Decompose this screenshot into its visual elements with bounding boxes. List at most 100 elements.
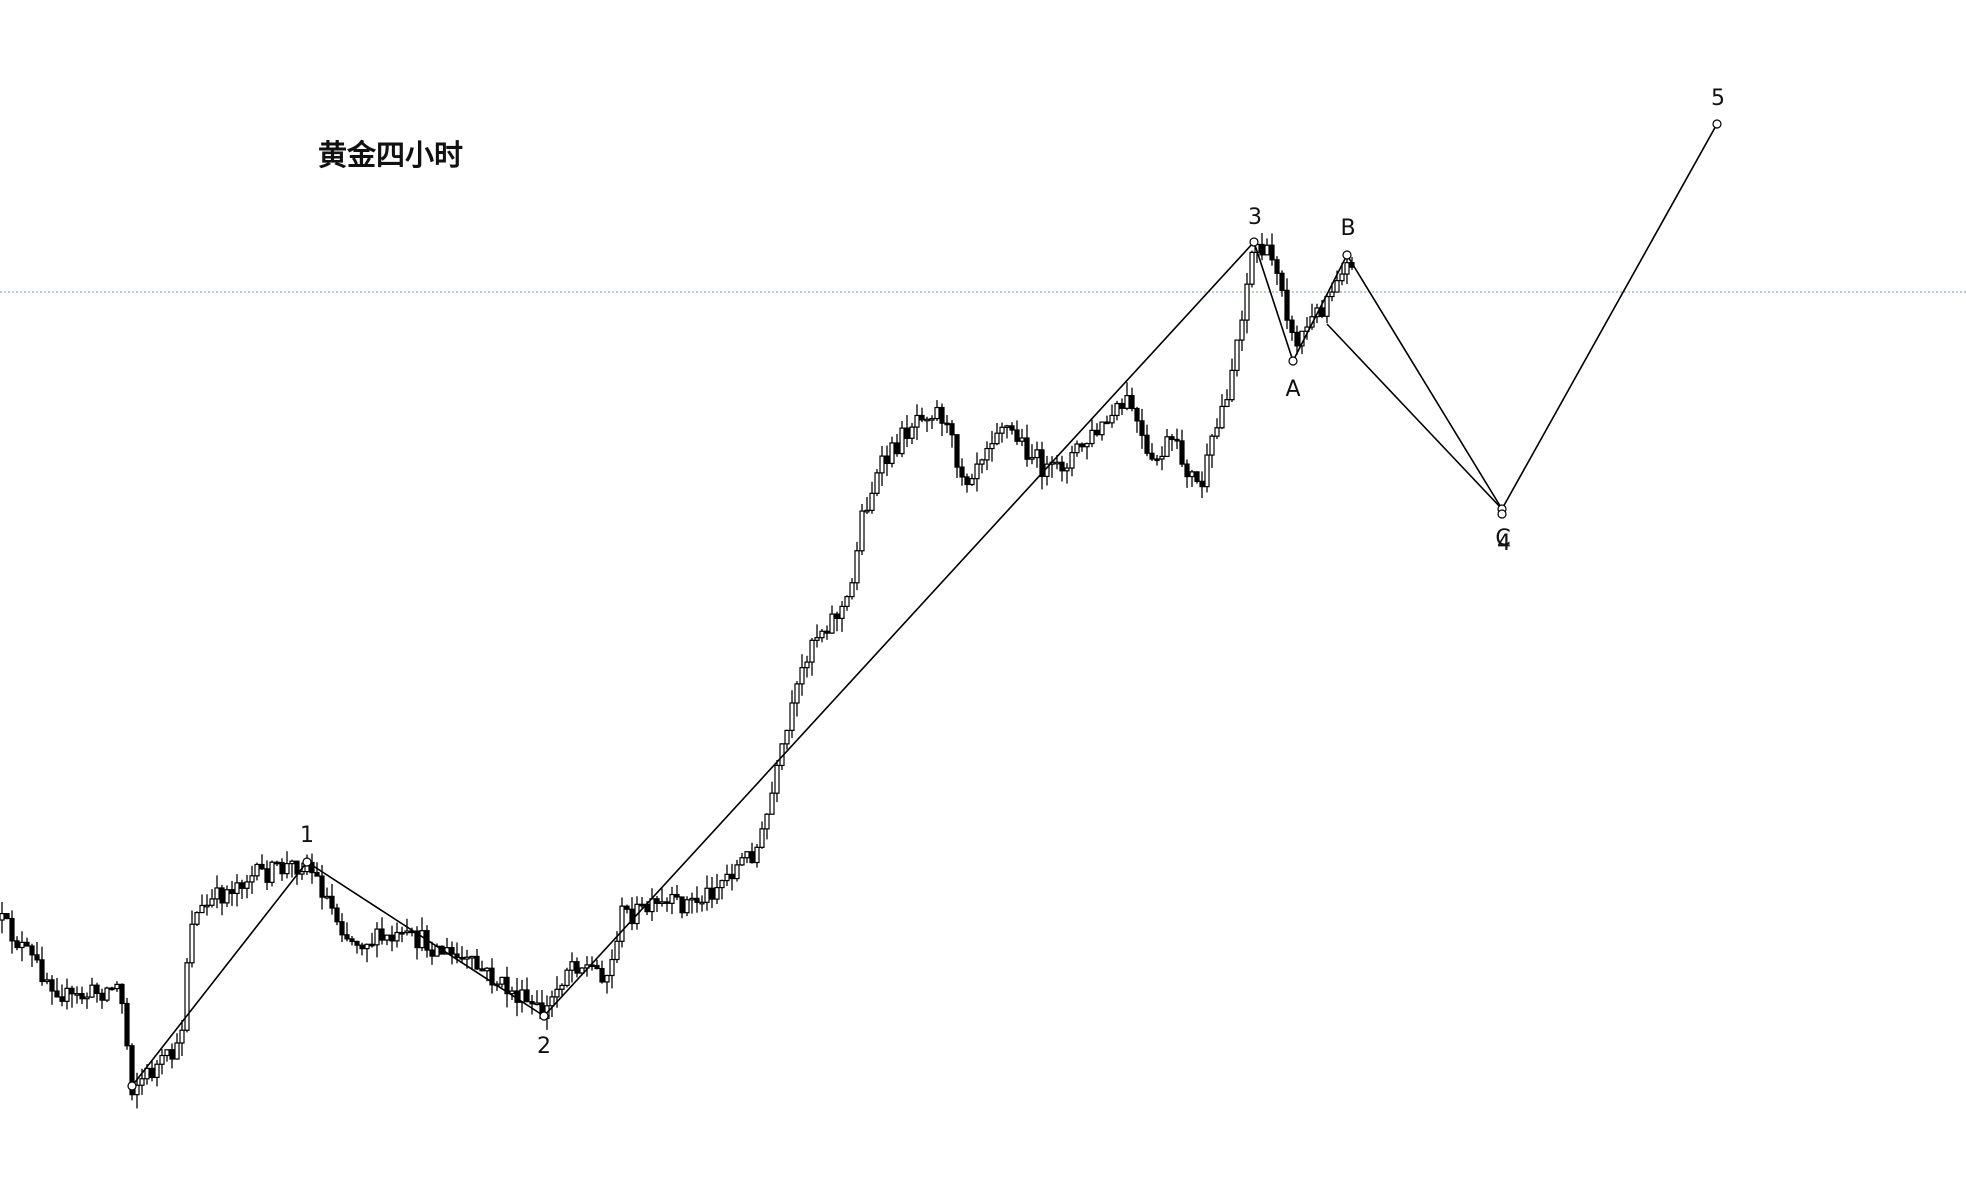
candle-body — [1344, 262, 1350, 275]
candle-body — [344, 934, 350, 940]
candle-body — [744, 851, 750, 859]
candle-body — [899, 427, 905, 455]
candle-body — [1339, 273, 1345, 282]
candle-body — [1249, 251, 1255, 285]
candle-body — [1039, 449, 1045, 477]
candle-body — [159, 1054, 165, 1065]
candle-body — [359, 944, 365, 950]
candle-body — [484, 967, 490, 972]
candle-body — [174, 1042, 180, 1060]
candle-body — [1294, 331, 1300, 347]
candle-body — [269, 861, 275, 883]
candle-body — [1184, 463, 1190, 478]
candle-body — [794, 683, 800, 704]
candle-body — [734, 864, 740, 880]
candle-body — [664, 901, 670, 904]
candle-body — [1234, 339, 1240, 371]
candle-body — [604, 974, 610, 983]
candle-body — [234, 882, 240, 895]
candle-body — [89, 984, 95, 998]
candle-body — [1259, 243, 1265, 256]
candle-body — [244, 881, 250, 889]
candle-body — [1019, 437, 1025, 442]
candle-body — [469, 955, 475, 959]
candle-body — [369, 943, 375, 947]
candle-body — [1134, 407, 1140, 422]
candle-body — [429, 949, 435, 957]
candle-body — [39, 959, 45, 983]
wave-point — [1288, 356, 1298, 366]
candle-body — [264, 868, 270, 883]
candle-body — [614, 940, 620, 961]
candle-body — [619, 905, 625, 942]
candle-body — [54, 990, 60, 998]
candle-body — [189, 923, 195, 964]
candle-body — [34, 954, 40, 961]
candle-body — [209, 898, 215, 906]
candle-body — [414, 930, 420, 949]
candle-body — [1114, 402, 1120, 417]
candle-body — [1204, 454, 1210, 488]
candle-body — [994, 432, 1000, 445]
candle-body — [0, 913, 5, 921]
candle-body — [1214, 427, 1220, 437]
candle-body — [954, 434, 960, 468]
candle-body — [389, 934, 395, 942]
candle-body — [464, 956, 470, 960]
candle-body — [804, 661, 810, 669]
candle-body — [1064, 467, 1070, 472]
candle-body — [814, 637, 820, 641]
candle-body — [679, 896, 685, 914]
candle-body — [874, 472, 880, 494]
candle-body — [69, 987, 75, 995]
wave-point — [302, 857, 312, 867]
candle-body — [154, 1063, 160, 1078]
candle-body — [709, 887, 715, 900]
candle-body — [699, 901, 705, 905]
candle-body — [904, 427, 910, 439]
candle-body — [19, 941, 25, 949]
candle-body — [64, 987, 70, 1002]
candle-body — [169, 1049, 175, 1060]
candle-body — [1119, 402, 1125, 409]
candle-body — [844, 595, 850, 608]
candle-body — [94, 984, 100, 994]
candle-body — [229, 889, 235, 895]
candle-body — [254, 863, 260, 877]
candle-body — [259, 863, 265, 870]
candle-body — [964, 476, 970, 486]
candle-body — [394, 931, 400, 942]
candle-body — [114, 983, 120, 990]
candle-body — [204, 904, 210, 908]
candle-body — [669, 893, 675, 904]
candle-body — [869, 492, 875, 511]
candle-body — [1014, 429, 1020, 442]
candle-body — [1219, 405, 1225, 429]
candle-body — [1319, 307, 1325, 317]
candle-body — [1239, 319, 1245, 341]
candle-body — [1334, 280, 1340, 293]
wave-lines — [127, 119, 1722, 1091]
candle-body — [474, 955, 480, 970]
candle-body — [754, 846, 760, 864]
candle-body — [1129, 394, 1135, 410]
candle-body — [684, 899, 690, 914]
candle-body — [1029, 456, 1035, 460]
candle-body — [694, 897, 700, 903]
candle-body — [959, 466, 965, 478]
candle-body — [1169, 436, 1175, 441]
candle-body — [129, 1045, 135, 1096]
candle-body — [854, 550, 860, 584]
candle-body — [339, 921, 345, 936]
candle-body — [139, 1078, 145, 1086]
candle-body — [704, 887, 710, 903]
candle-body — [509, 990, 515, 995]
candle-body — [889, 442, 895, 465]
candle-body — [489, 967, 495, 986]
candle-body — [1004, 425, 1010, 428]
candle-body — [49, 979, 55, 992]
candle-body — [479, 968, 485, 972]
candle-body — [314, 871, 320, 877]
candle-body — [554, 988, 560, 998]
candle-body — [24, 941, 30, 947]
